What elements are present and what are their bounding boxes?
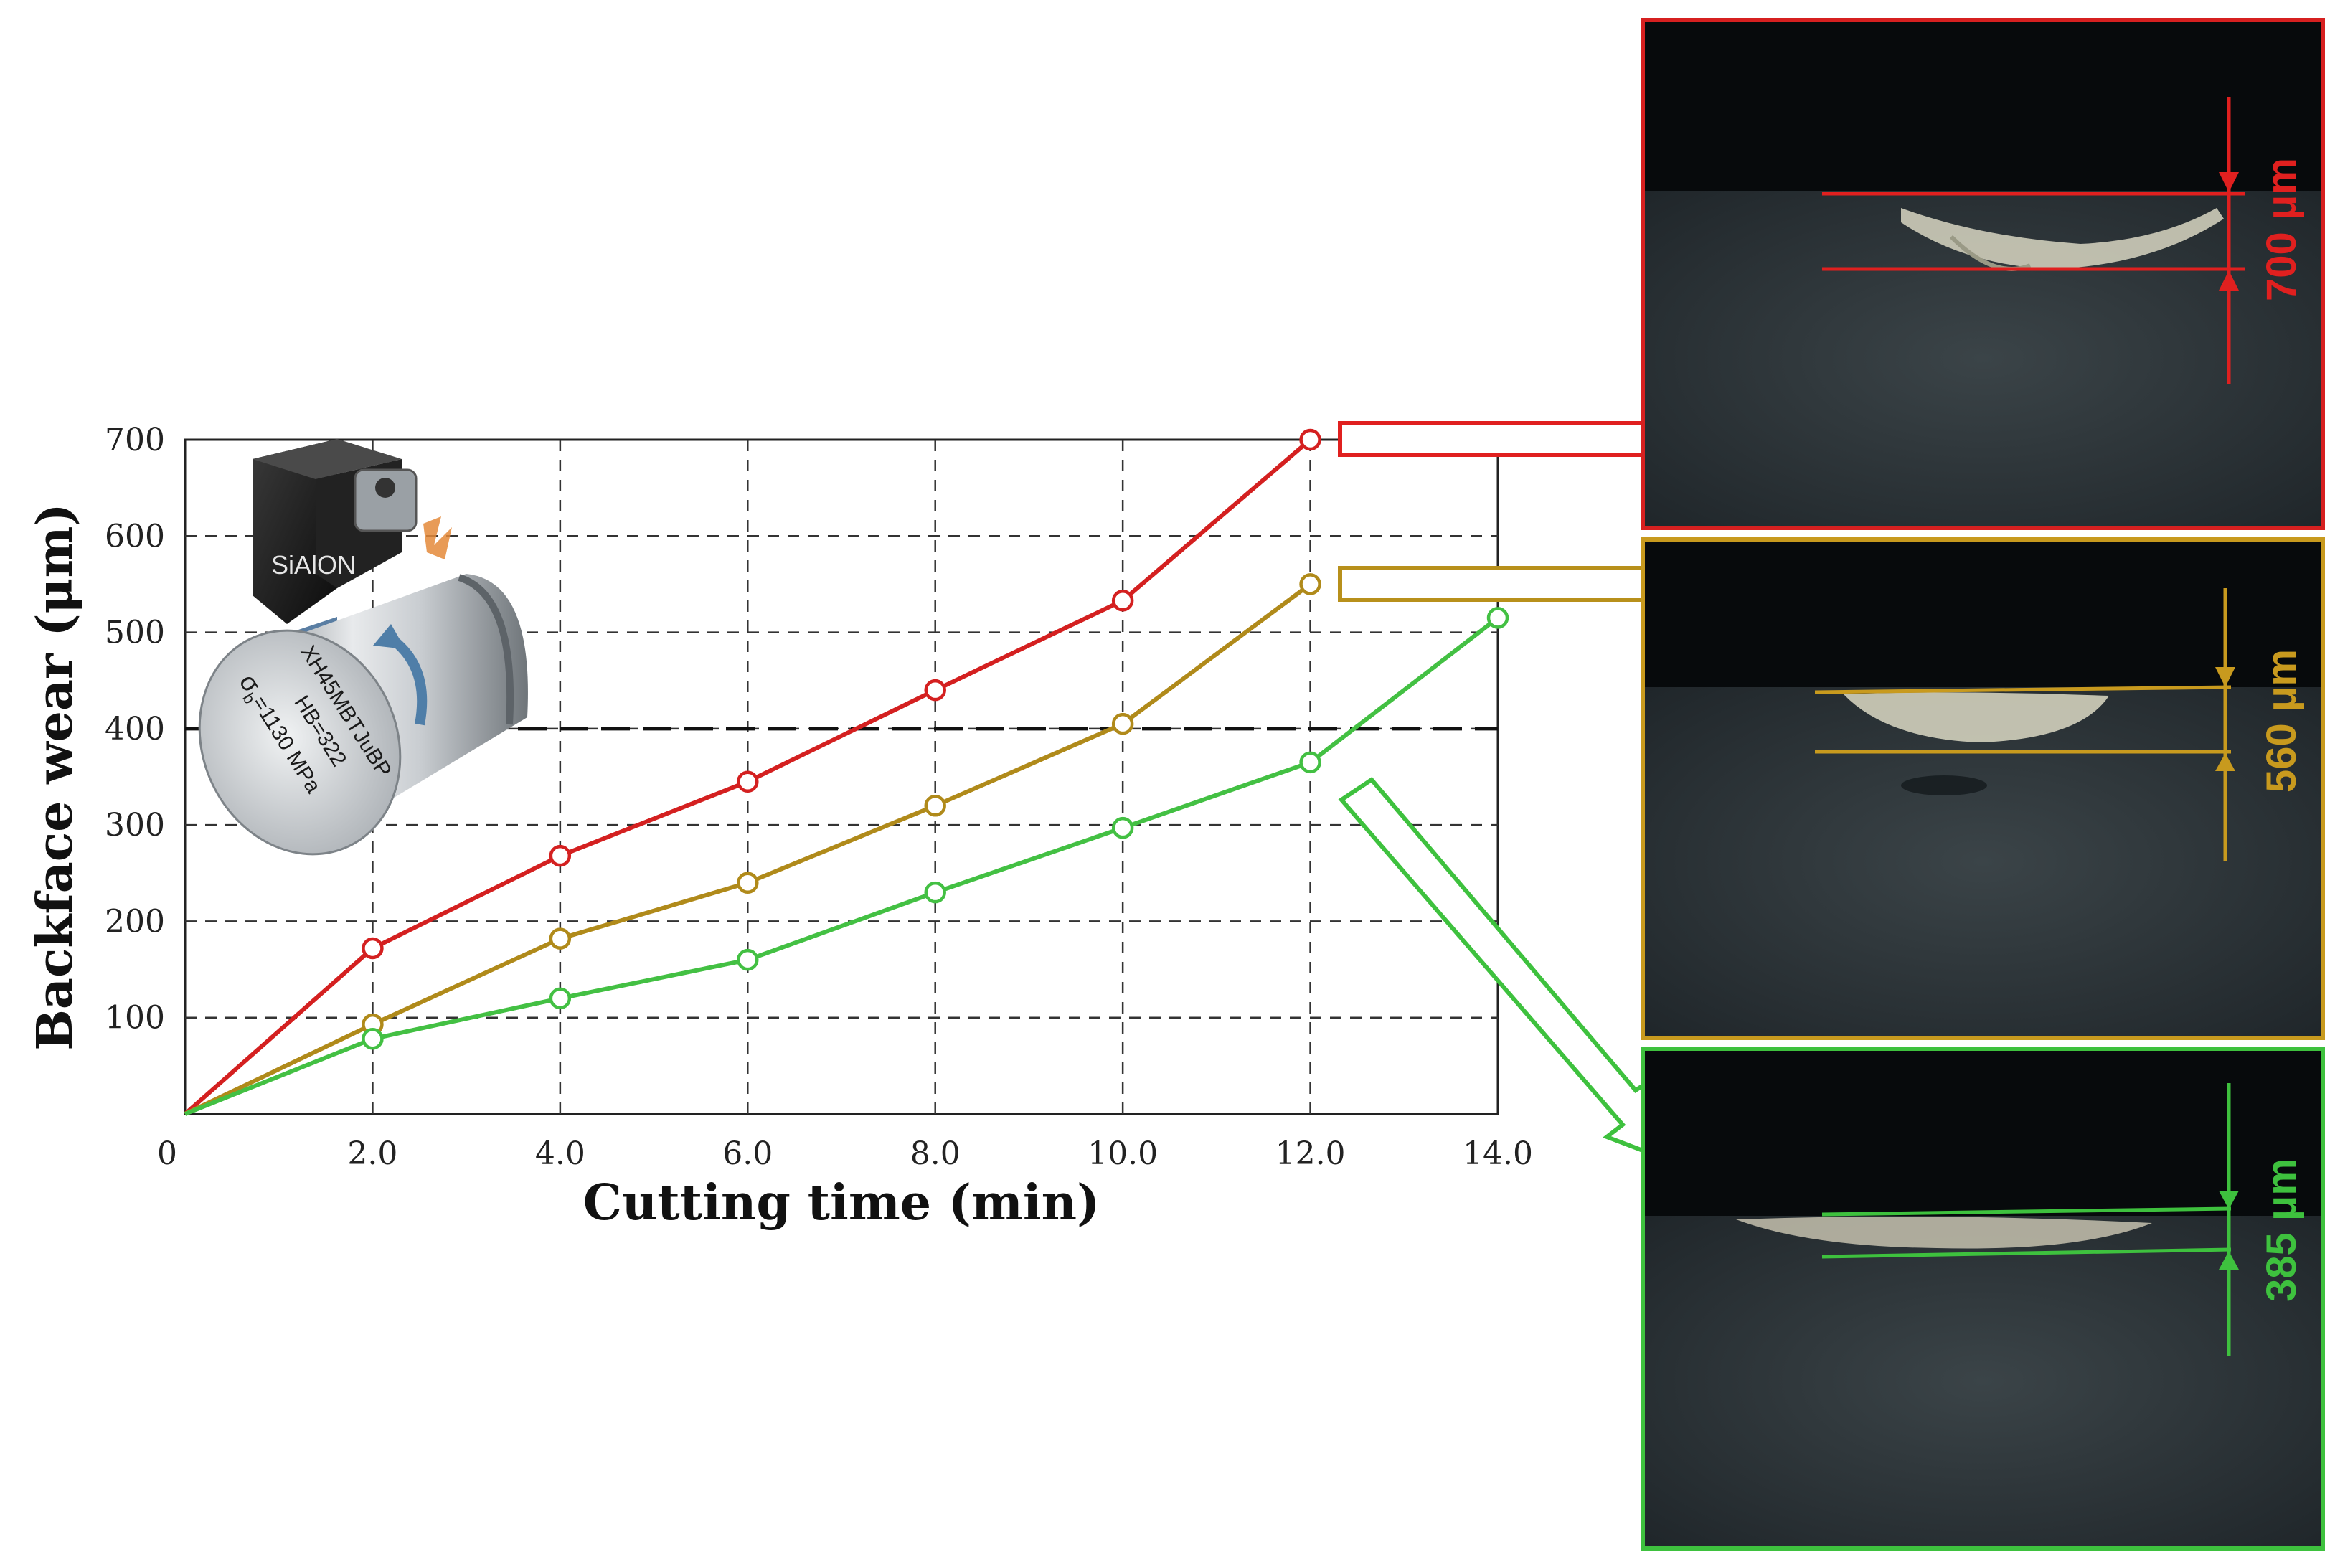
micrograph-red-label: 700 μm <box>2258 158 2305 301</box>
insert-screw <box>375 478 395 498</box>
series-line-2 <box>184 616 1499 1116</box>
micrograph-green: 385 μm <box>1641 1047 2325 1551</box>
sparks <box>423 516 452 559</box>
x-tick-label: 0 <box>157 1135 177 1172</box>
y-tick-label: 100 <box>105 1000 165 1036</box>
x-tick-label: 6.0 <box>722 1135 773 1172</box>
cutting-insert <box>354 468 418 532</box>
y-tick-label: 400 <box>105 711 165 747</box>
micrograph-green-label: 385 μm <box>2258 1158 2305 1302</box>
x-axis-label: Cutting time (min) <box>583 1174 1100 1232</box>
wear-chart: 0 2.0 4.0 6.0 8.0 10.0 12.0 14.0 100 200 300 400 50… <box>27 422 1533 1232</box>
data-point <box>1299 751 1321 774</box>
x-tick-labels: 0 2.0 4.0 6.0 8.0 10.0 12.0 14.0 <box>157 1135 1533 1172</box>
x-tick-label: 12.0 <box>1275 1135 1346 1172</box>
data-point <box>549 844 572 867</box>
x-tick-label: 14.0 <box>1463 1135 1533 1172</box>
y-tick-label: 200 <box>105 903 165 940</box>
x-tick-label: 4.0 <box>535 1135 585 1172</box>
data-point <box>362 937 384 960</box>
micrograph-panels: 700 μm 560 μm 385 μm <box>1641 18 2325 1551</box>
micrograph-red: 700 μm <box>1641 18 2325 530</box>
tool-label: SiAlON <box>271 550 356 580</box>
y-axis-label: Backface wear (μm) <box>27 503 84 1050</box>
y-tick-label: 500 <box>105 615 165 651</box>
plot-frame <box>184 438 1499 1115</box>
data-point <box>737 872 759 894</box>
data-point <box>924 679 946 702</box>
x-tick-label: 8.0 <box>910 1135 961 1172</box>
x-tick-label: 10.0 <box>1088 1135 1158 1172</box>
tool-holder-top <box>253 439 402 479</box>
data-point <box>737 770 759 793</box>
data-point <box>1299 428 1321 451</box>
y-tick-labels: 100 200 300 400 500 600 700 <box>105 422 165 1036</box>
data-point <box>924 881 946 904</box>
data-point <box>1111 712 1134 735</box>
series-layer <box>184 428 1509 1116</box>
y-tick-label: 600 <box>105 518 165 554</box>
workpiece-face <box>198 629 402 856</box>
data-point <box>1111 590 1134 612</box>
machining-illustration: SiAlON XH45MBTJuBP HB=322 σb=1130 MPa <box>198 439 528 856</box>
data-point <box>737 948 759 971</box>
x-tick-label: 2.0 <box>347 1135 397 1172</box>
data-point <box>1486 607 1509 629</box>
workpiece-groove <box>458 574 514 725</box>
data-point <box>549 987 572 1010</box>
data-point <box>362 1028 384 1050</box>
y-tick-label: 700 <box>105 422 165 458</box>
micrograph-gold-label: 560 μm <box>2258 649 2305 793</box>
data-point <box>1299 573 1321 595</box>
data-point <box>549 927 572 950</box>
data-point <box>924 795 946 817</box>
micrograph-gold: 560 μm <box>1641 537 2325 1040</box>
rotation-arrowhead <box>373 624 405 649</box>
data-point <box>1111 816 1134 839</box>
y-tick-label: 300 <box>105 807 165 844</box>
